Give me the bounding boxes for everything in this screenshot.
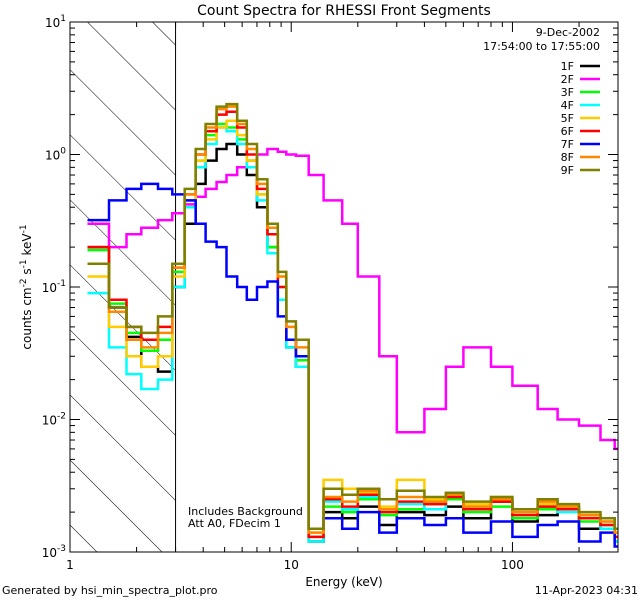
observation-date: 9-Dec-2002 [536,26,600,39]
legend-label-3f: 3F [561,86,574,99]
y-tick-label: 10-3 [42,544,66,560]
y-axis-label-base: counts cm [20,287,34,349]
legend-label-8f: 8F [561,151,574,164]
y-tick-label: 101 [45,14,66,30]
excluded-energy-region [70,22,176,552]
legend-label-4f: 4F [561,99,574,112]
legend-label-2f: 2F [561,73,574,86]
y-axis-label-exp2: -1 [19,259,29,268]
chart-title: Count Spectra for RHESSI Front Segments [197,3,491,19]
y-axis-label-exp3: -1 [19,224,29,233]
series-line-9f [87,102,618,530]
footer-timestamp: 11-Apr-2023 04:31 [535,584,638,597]
y-tick-label: 10-2 [42,412,66,428]
annotation-background: Includes Background [188,505,303,518]
y-axis-label: counts cm-2 s-1 keV-1 [19,224,34,349]
legend-label-7f: 7F [561,138,574,151]
legend-label-1f: 1F [561,60,574,73]
legend-label-9f: 9F [561,164,574,177]
series-layer [87,102,618,548]
x-tick-label: 10 [284,558,299,572]
axis-ticks: 1 10 100 10-3 10-2 10-1 100 101 [42,14,619,572]
legend-label-5f: 5F [561,112,574,125]
x-tick-label: 1 [66,558,74,572]
y-axis-label-end: keV [20,233,34,260]
observation-time-range: 17:54:00 to 17:55:00 [483,40,600,53]
y-tick-label: 100 [45,147,66,163]
y-axis-label-mid: s [20,268,34,278]
y-axis-label-exp1: -2 [19,278,29,287]
x-tick-label: 100 [501,558,524,572]
annotation-attenuator: Att A0, FDecim 1 [188,517,281,530]
footer-generated-by: Generated by hsi_min_spectra_plot.pro [2,584,218,597]
x-axis-label: Energy (keV) [305,575,382,589]
y-tick-label: 10-1 [42,279,66,295]
legend-label-6f: 6F [561,125,574,138]
